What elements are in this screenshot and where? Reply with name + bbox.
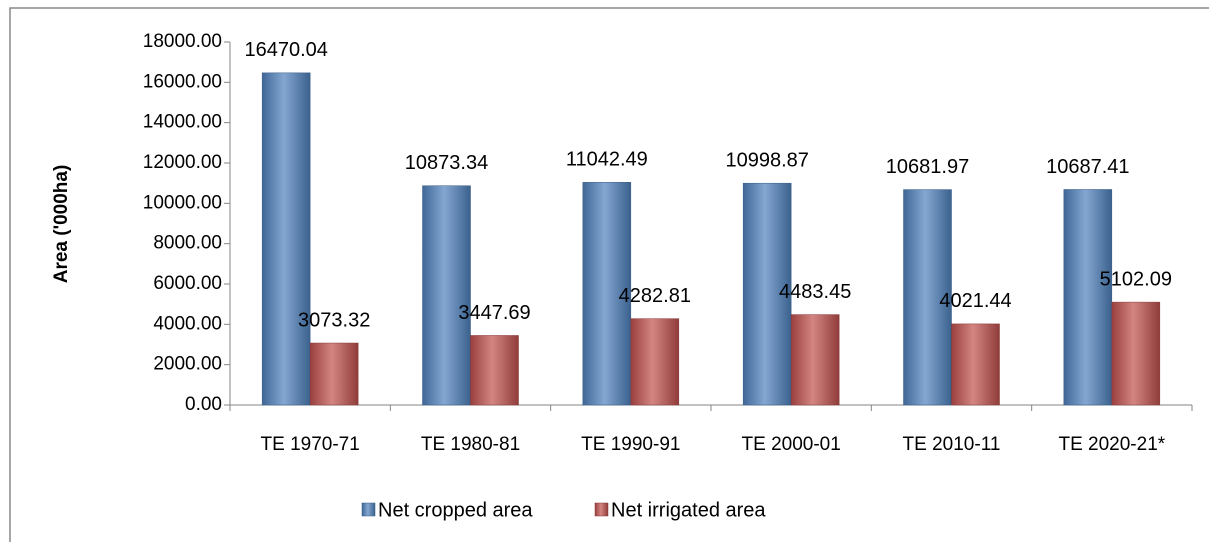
data-label: 4483.45 bbox=[779, 281, 851, 303]
x-tick-label: TE 1970-71 bbox=[261, 434, 360, 455]
data-label: 10687.41 bbox=[1046, 156, 1129, 178]
y-tick-label: 12000.00 bbox=[143, 152, 222, 173]
y-tick-label: 6000.00 bbox=[153, 273, 222, 294]
data-label: 4021.44 bbox=[939, 290, 1011, 312]
y-axis-title: Area ('000ha) bbox=[51, 165, 72, 284]
bar bbox=[951, 323, 1000, 406]
legend-label: Net irrigated area bbox=[611, 499, 766, 521]
y-tick-label: 2000.00 bbox=[153, 354, 222, 375]
y-tick-label: 0.00 bbox=[185, 394, 222, 415]
bar bbox=[470, 335, 519, 406]
bar bbox=[630, 318, 680, 406]
data-label: 3073.32 bbox=[298, 309, 370, 331]
bar bbox=[742, 182, 792, 406]
x-tick-label: TE 1990-91 bbox=[581, 434, 680, 455]
bar bbox=[1063, 189, 1113, 406]
x-tick-label: TE 2020-21* bbox=[1058, 434, 1165, 455]
data-label: 10681.97 bbox=[886, 156, 969, 178]
bar bbox=[582, 182, 632, 406]
data-label: 11042.49 bbox=[566, 149, 648, 171]
legend-swatch bbox=[361, 502, 376, 517]
bar bbox=[903, 189, 952, 406]
x-tick-label: TE 2000-01 bbox=[742, 434, 841, 455]
y-tick-label: 4000.00 bbox=[153, 313, 222, 334]
y-tick-label: 18000.00 bbox=[143, 31, 222, 52]
legend-swatch bbox=[594, 502, 609, 517]
bar bbox=[1111, 301, 1161, 406]
bar bbox=[790, 314, 840, 406]
data-label: 5102.09 bbox=[1100, 268, 1172, 290]
data-label: 4282.81 bbox=[619, 285, 691, 307]
data-label: 3447.69 bbox=[458, 302, 530, 324]
legend-label: Net cropped area bbox=[378, 499, 533, 521]
y-tick-label: 10000.00 bbox=[143, 192, 222, 213]
data-label: 10998.87 bbox=[725, 149, 808, 171]
data-label: 16470.04 bbox=[244, 39, 327, 61]
data-label: 10873.34 bbox=[405, 152, 488, 174]
x-tick-label: TE 2010-11 bbox=[903, 434, 1001, 455]
bar bbox=[261, 72, 311, 406]
bar bbox=[309, 342, 359, 406]
bar bbox=[422, 185, 471, 406]
y-tick-label: 16000.00 bbox=[143, 71, 222, 92]
y-tick-label: 14000.00 bbox=[143, 112, 222, 133]
x-tick-label: TE 1980-81 bbox=[421, 434, 520, 455]
y-tick-label: 8000.00 bbox=[153, 233, 222, 254]
